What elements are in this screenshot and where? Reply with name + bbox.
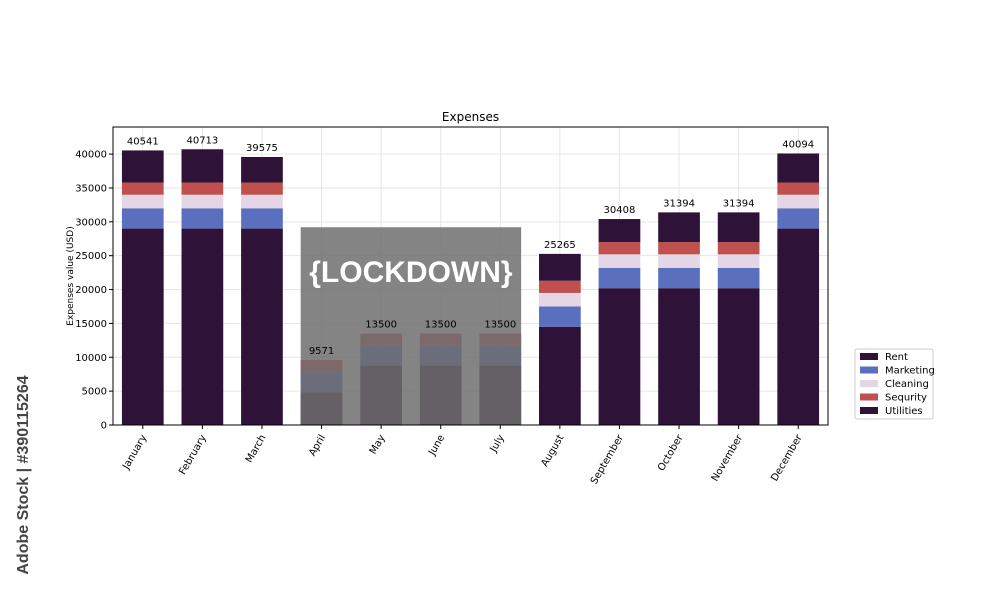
y-tick-label: 25000 <box>75 251 107 262</box>
bar-segment-marketing <box>181 208 224 229</box>
chart-title: Expenses <box>442 110 499 124</box>
bar-segment-marketing <box>598 267 641 289</box>
x-tick-label: March <box>244 433 269 465</box>
bar-segment-utilities <box>181 228 224 425</box>
legend-label: Rent <box>885 352 908 363</box>
bar-segment-sequrity <box>121 182 164 195</box>
y-tick-label: 30000 <box>75 217 107 228</box>
bar-segment-rent <box>241 156 283 183</box>
x-tick-label: August <box>539 433 566 469</box>
x-tick-label: June <box>426 433 447 458</box>
bar-segment-sequrity <box>658 242 700 255</box>
bar-segment-rent <box>717 212 760 243</box>
bar-segment-rent <box>777 153 820 183</box>
side-watermark: Adobe Stock | #390115264 <box>15 375 32 574</box>
x-tick-label: July <box>488 433 507 455</box>
x-tick-label: January <box>120 433 149 472</box>
data-labels: 40541 40713 39575 9571 13500 13500 13500 25265 3… <box>127 135 814 357</box>
total-label: 40541 <box>127 136 159 147</box>
lockdown-label: {LOCKDOWN} <box>309 256 513 289</box>
legend: Rent Marketing Cleaning Sequrity Utilities <box>854 348 935 420</box>
legend-label: Marketing <box>885 366 935 377</box>
legend-swatch <box>860 353 878 360</box>
total-label: 40094 <box>782 139 814 150</box>
x-tick-label: October <box>656 432 686 473</box>
bar-segment-sequrity <box>539 280 581 293</box>
bar-segment-utilities <box>121 228 164 425</box>
bar-segment-cleaning <box>598 254 641 268</box>
y-tick-label: 10000 <box>75 353 107 364</box>
legend-swatch <box>860 366 878 374</box>
y-tick-label: 0 <box>101 421 107 432</box>
total-label: 13500 <box>365 320 397 331</box>
bar-segment-rent <box>539 253 581 281</box>
x-tick-label: November <box>710 432 746 483</box>
bar-segment-sequrity <box>181 182 224 195</box>
bar-segment-sequrity <box>777 182 820 195</box>
y-tick-label: 15000 <box>75 319 107 330</box>
x-tick-label: April <box>307 433 328 458</box>
total-label: 31394 <box>723 198 755 209</box>
bar-segment-cleaning <box>777 194 820 209</box>
x-axis-ticks: January February March April May June July Augu… <box>120 425 805 486</box>
x-tick-label: May <box>368 433 388 456</box>
total-label: 9571 <box>309 346 334 357</box>
bar-segment-utilities <box>241 228 283 425</box>
bar-segment-cleaning <box>121 194 164 209</box>
legend-label: Sequrity <box>885 393 927 404</box>
total-label: 40713 <box>186 135 218 146</box>
y-tick-label: 35000 <box>75 183 107 194</box>
y-tick-label: 5000 <box>82 387 107 398</box>
bar-segment-utilities <box>777 228 820 425</box>
bar-segment-utilities <box>598 288 641 425</box>
x-tick-label: December <box>769 432 805 483</box>
bar-segment-sequrity <box>717 242 760 255</box>
lockdown-overlay <box>300 227 522 425</box>
bar-segment-marketing <box>539 306 581 327</box>
bar-segment-sequrity <box>598 242 641 255</box>
total-label: 25265 <box>544 240 576 251</box>
bar-segment-rent <box>598 219 641 243</box>
plot-frame <box>112 126 829 426</box>
bar-segment-cleaning <box>241 194 283 209</box>
total-label: 13500 <box>425 320 457 331</box>
bar-segment-cleaning <box>539 292 581 307</box>
total-label: 13500 <box>484 320 516 331</box>
bar-segment-marketing <box>717 267 760 289</box>
x-tick-label: February <box>177 433 209 477</box>
y-tick-label: 20000 <box>75 285 107 296</box>
legend-label: Utilities <box>885 406 923 417</box>
bar-segment-utilities <box>658 288 700 425</box>
x-tick-label: September <box>589 432 627 486</box>
bar-segment-utilities <box>717 288 760 425</box>
y-axis-label: Expenses value (USD) <box>66 226 76 325</box>
legend-swatch <box>860 380 878 387</box>
legend-label: Cleaning <box>885 379 929 390</box>
y-axis-ticks: 0 5000 10000 15000 20000 25000 30000 35000 40000 <box>75 150 113 432</box>
bar-segment-marketing <box>241 208 283 229</box>
total-label: 39575 <box>246 143 278 154</box>
total-label: 30408 <box>604 205 636 216</box>
bar-segment-cleaning <box>658 254 700 268</box>
y-tick-label: 40000 <box>75 150 107 161</box>
bar-segment-cleaning <box>717 254 760 268</box>
bar-segment-sequrity <box>241 182 283 195</box>
bar-segment-cleaning <box>181 194 224 209</box>
bar-segment-rent <box>181 149 224 183</box>
bar-segment-marketing <box>777 208 820 229</box>
bar-segment-marketing <box>121 208 164 229</box>
bar-segment-rent <box>658 212 700 243</box>
legend-swatch <box>860 393 878 401</box>
bar-segment-marketing <box>658 267 700 289</box>
legend-swatch <box>860 407 878 414</box>
bar-segment-utilities <box>539 326 581 425</box>
total-label: 31394 <box>663 198 695 209</box>
bar-segment-rent <box>121 150 164 183</box>
